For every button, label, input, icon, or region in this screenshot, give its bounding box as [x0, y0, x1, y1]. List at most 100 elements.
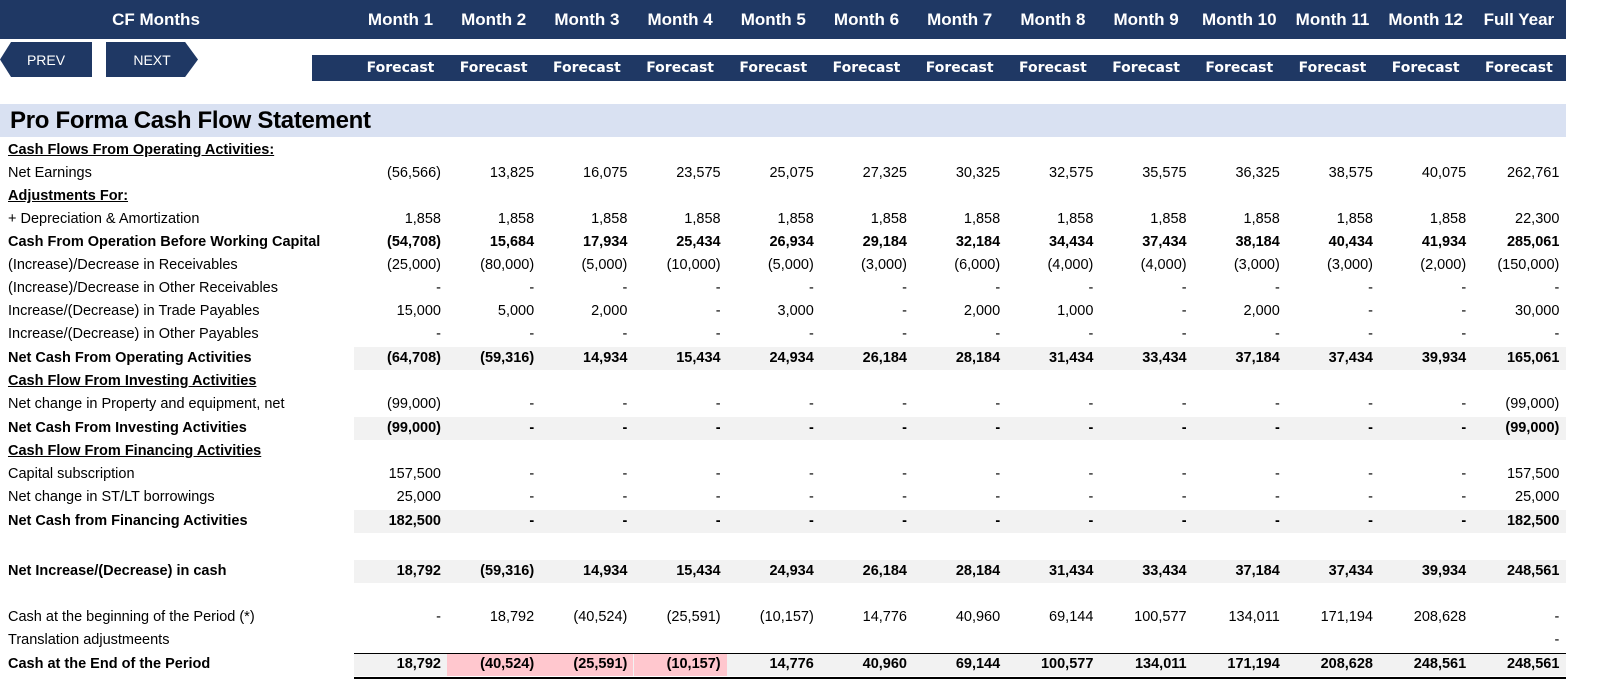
table-row: Net Cash From Investing Activities (99,00…	[0, 417, 1566, 440]
table-row: + Depreciation & Amortization 1,858 1,858 1…	[0, 208, 1566, 231]
row-label: Net Cash From Investing Activities	[8, 420, 247, 436]
row-label: Translation adjustmeents	[8, 632, 170, 648]
table-cell: (6,000)	[954, 257, 1001, 273]
table-cell: 39,934	[1421, 350, 1467, 366]
table-cell: -	[1461, 420, 1467, 436]
table-cell: 14,776	[862, 609, 907, 625]
table-cell: -	[995, 513, 1001, 529]
table-cell: (54,708)	[386, 234, 441, 250]
table-cell: 248,561	[1506, 656, 1560, 672]
row-label: Capital subscription	[8, 466, 135, 482]
total-row-background	[354, 510, 1566, 533]
table-cell: 31,434	[1049, 563, 1094, 579]
statement-title: Pro Forma Cash Flow Statement	[10, 107, 371, 134]
table-cell: 24,934	[769, 350, 814, 366]
table-cell: -	[1181, 420, 1187, 436]
forecast-label-5: Forecast	[739, 60, 808, 76]
table-cell: 28,184	[955, 350, 1001, 366]
forecast-bar	[312, 55, 1566, 81]
table-cell: (5,000)	[581, 257, 628, 273]
table-cell: 30,325	[955, 165, 1001, 181]
next-button[interactable]: NEXT	[106, 42, 198, 77]
table-cell: -	[715, 303, 721, 319]
table-cell: 5,000	[497, 303, 535, 319]
table-row: Net Increase/(Decrease) in cash 18,792 (59…	[0, 560, 1566, 583]
table-cell: 25,000	[396, 489, 441, 505]
table-cell: -	[1274, 513, 1280, 529]
table-cell: 100,577	[1134, 609, 1187, 625]
table-cell: 33,434	[1142, 563, 1187, 579]
table-cell: 16,075	[583, 165, 628, 181]
table-row: Capital subscription 157,500 - - - - - - - - - - - 15…	[0, 463, 1566, 486]
table-cell: -	[995, 326, 1001, 342]
row-label: Net Earnings	[8, 165, 92, 181]
table-cell: (80,000)	[480, 257, 535, 273]
table-cell: -	[1461, 280, 1467, 296]
table-cell: -	[622, 396, 628, 412]
table-cell: 1,858	[1429, 211, 1467, 227]
table-cell: 1,858	[1336, 211, 1373, 227]
table-cell: 26,184	[862, 350, 907, 366]
forecast-label-6: Forecast	[832, 60, 901, 76]
table-cell: 69,144	[1049, 609, 1094, 625]
table-cell: (59,316)	[480, 563, 535, 579]
table-cell: 182,500	[388, 513, 441, 529]
table-cell: 15,434	[676, 563, 721, 579]
table-cell: 1,858	[591, 211, 628, 227]
table-cell: -	[529, 396, 535, 412]
table-cell: (99,000)	[1505, 396, 1560, 412]
table-cell: -	[1088, 489, 1094, 505]
table-cell: -	[1368, 513, 1373, 529]
table-cell: -	[622, 326, 628, 342]
table-cell: -	[1368, 420, 1373, 436]
table-row: Translation adjustmeents -	[0, 629, 1566, 652]
table-cell: -	[715, 280, 721, 296]
table-cell: 37,184	[1235, 350, 1280, 366]
table-cell: 36,325	[1235, 165, 1280, 181]
table-cell: -	[1461, 396, 1467, 412]
table-cell: 14,934	[583, 563, 628, 579]
table-cell: -	[1368, 280, 1373, 296]
forecast-label-7: Forecast	[925, 60, 994, 76]
table-cell: 17,934	[583, 234, 628, 250]
table-cell: 1,858	[963, 211, 1001, 227]
table-cell: -	[529, 489, 535, 505]
row-label: Cash From Operation Before Working Capit…	[8, 234, 321, 250]
table-cell: -	[995, 466, 1001, 482]
table-cell: 37,434	[1142, 234, 1187, 250]
table-row: (Increase)/Decrease in Other Receivables…	[0, 277, 1566, 300]
table-cell: 37,184	[1235, 563, 1280, 579]
table-cell: 18,792	[396, 656, 441, 672]
table-cell: 1,858	[1243, 211, 1280, 227]
table-cell: 32,184	[955, 234, 1001, 250]
prev-button[interactable]: PREV	[0, 42, 92, 77]
table-row: Net change in Property and equipment, ne…	[0, 393, 1566, 416]
sheet-title: CF Months	[112, 9, 200, 29]
column-header-11: Month 11	[1295, 9, 1370, 29]
table-row: Cash at the beginning of the Period (*) -…	[0, 606, 1566, 629]
table-cell: -	[1181, 303, 1187, 319]
row-label: Increase/(Decrease) in Other Payables	[8, 326, 259, 342]
table-row: Increase/(Decrease) in Other Payables - - -…	[0, 323, 1566, 346]
row-label: Net Cash From Operating Activities	[8, 350, 252, 366]
row-label: Cash Flow From Financing Activities	[8, 443, 262, 459]
table-cell: 1,000	[1057, 303, 1094, 319]
table-row: Cash Flow From Financing Activities	[0, 440, 1566, 463]
table-cell: -	[715, 489, 721, 505]
table-cell: -	[529, 326, 535, 342]
table-cell: 40,960	[862, 656, 907, 672]
table-cell: -	[622, 280, 628, 296]
table-cell: -	[1368, 303, 1373, 319]
table-cell: (5,000)	[767, 257, 814, 273]
table-cell: -	[1088, 466, 1094, 482]
table-cell: 165,061	[1506, 350, 1560, 366]
table-cell: (99,000)	[386, 420, 441, 436]
table-cell: 26,934	[769, 234, 814, 250]
table-cell: -	[1554, 632, 1560, 648]
table-cell: -	[622, 466, 628, 482]
forecast-label-1: Forecast	[366, 60, 435, 76]
table-cell: -	[1461, 326, 1467, 342]
table-cell: 14,776	[769, 656, 814, 672]
row-label: Cash at the End of the Period	[8, 656, 211, 672]
table-cell: -	[1461, 489, 1467, 505]
